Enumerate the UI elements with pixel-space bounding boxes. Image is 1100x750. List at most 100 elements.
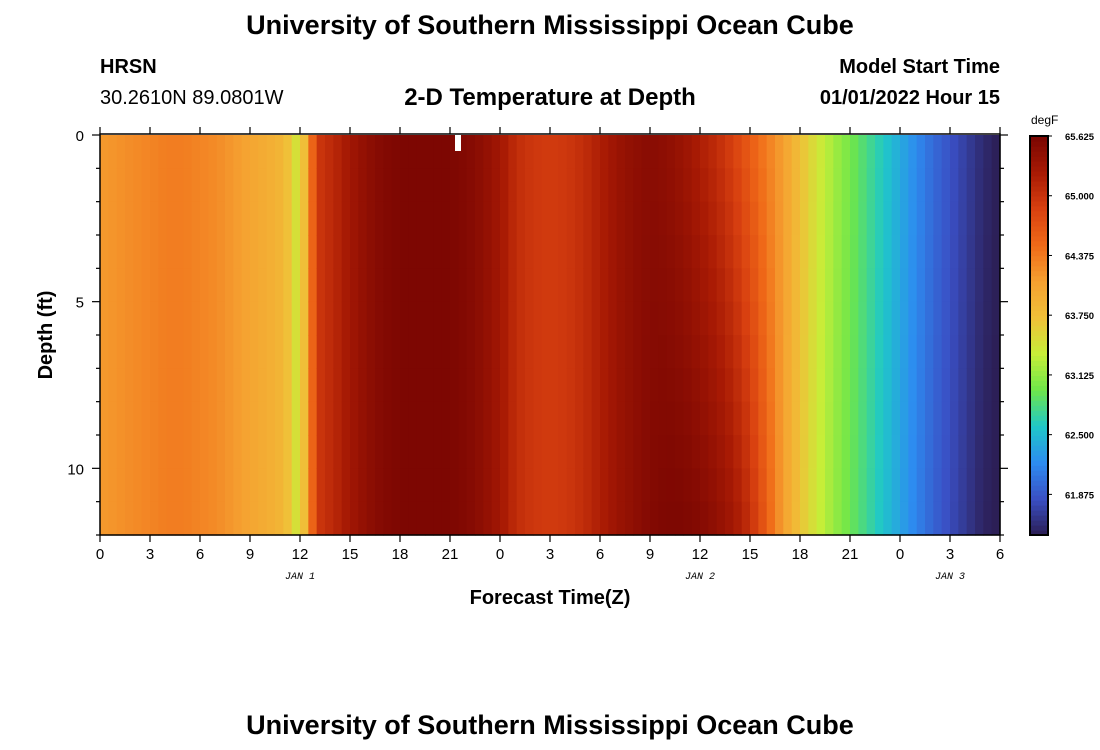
heatmap-cell	[741, 435, 751, 469]
heatmap-cell	[141, 335, 151, 369]
heatmap-cell	[525, 401, 534, 436]
heatmap-cell	[641, 201, 651, 236]
heatmap-cell	[566, 435, 576, 469]
heatmap-cell	[700, 268, 709, 303]
x-tick-label: 6	[196, 546, 204, 563]
heatmap-cell	[200, 301, 209, 336]
heatmap-cell	[883, 201, 893, 236]
heatmap-cell	[725, 135, 734, 169]
heatmap-cell	[775, 135, 784, 169]
heatmap-cell	[766, 468, 776, 503]
heatmap-cell	[400, 335, 409, 369]
heatmap-cell	[900, 435, 909, 469]
heatmap-cell	[491, 168, 501, 203]
heatmap-cell	[250, 301, 259, 336]
heatmap-cell	[541, 268, 551, 303]
heatmap-cell	[908, 368, 918, 403]
heatmap-cell	[108, 401, 118, 436]
heatmap-cell	[725, 368, 734, 403]
heatmap-cell	[883, 368, 893, 403]
heatmap-cell	[541, 468, 551, 503]
heatmap-cell	[541, 201, 551, 236]
heatmap-cell	[866, 435, 876, 469]
heatmap-cell	[341, 435, 351, 469]
heatmap-cell	[416, 368, 426, 403]
heatmap-cell	[183, 268, 193, 303]
heatmap-cell	[850, 468, 859, 503]
heatmap-cell	[425, 268, 434, 303]
heatmap-cell	[208, 268, 218, 303]
heatmap-cell	[633, 435, 643, 469]
heatmap-cell	[908, 401, 918, 436]
heatmap-cell	[125, 335, 134, 369]
heatmap-cell	[350, 201, 359, 236]
heatmap-cell	[733, 301, 743, 336]
heatmap-cell	[575, 335, 584, 369]
heatmap-cell	[116, 168, 126, 203]
heatmap-cell	[183, 401, 193, 436]
heatmap-cell	[641, 135, 651, 169]
heatmap-cell	[250, 135, 259, 169]
heatmap-cell	[825, 201, 834, 236]
heatmap-cell	[333, 501, 343, 536]
station-coordinates: 30.2610N 89.0801W	[100, 87, 284, 109]
heatmap-cell	[616, 201, 626, 236]
heatmap-cell	[600, 168, 609, 203]
heatmap-cell	[216, 301, 226, 336]
heatmap-cell	[266, 468, 276, 503]
heatmap-cell	[808, 401, 818, 436]
heatmap-cell	[275, 501, 284, 536]
heatmap-cell	[350, 401, 359, 436]
heatmap-cell	[808, 168, 818, 203]
heatmap-cell	[916, 468, 926, 503]
heatmap-cell	[458, 435, 468, 469]
heatmap-cell	[258, 368, 268, 403]
colorbar-segment	[1030, 265, 1048, 272]
heatmap-cell	[933, 201, 943, 236]
colorbar-segment	[1030, 280, 1048, 287]
heatmap-cell	[641, 468, 651, 503]
heatmap-cell	[433, 268, 443, 303]
heatmap-cell	[925, 301, 934, 336]
heatmap-cell	[633, 335, 643, 369]
model-start-label: Model Start Time	[839, 56, 1000, 78]
heatmap-cell	[283, 168, 293, 203]
heatmap-cell	[541, 168, 551, 203]
heatmap-cell	[725, 335, 734, 369]
heatmap-cell	[100, 335, 109, 369]
heatmap-cell	[916, 235, 926, 269]
heatmap-cell	[583, 135, 593, 169]
heatmap-cell	[291, 368, 301, 403]
heatmap-cell	[366, 501, 376, 536]
heatmap-cell	[308, 468, 318, 503]
heatmap-cell	[500, 135, 509, 169]
heatmap-cell	[283, 368, 293, 403]
heatmap-cell	[391, 435, 401, 469]
heatmap-cell	[416, 301, 426, 336]
heatmap-cell	[133, 268, 143, 303]
heatmap-cell	[408, 335, 418, 369]
heatmap-cell	[550, 201, 559, 236]
heatmap-cell	[766, 335, 776, 369]
heatmap-cell	[241, 201, 251, 236]
x-tick-label: 3	[946, 546, 954, 563]
heatmap-cell	[291, 268, 301, 303]
heatmap-cell	[383, 268, 393, 303]
heatmap-cell	[375, 201, 384, 236]
heatmap-cell	[425, 168, 434, 203]
heatmap-cell	[658, 401, 668, 436]
heatmap-cell	[366, 168, 376, 203]
heatmap-cell	[950, 201, 959, 236]
heatmap-cell	[200, 135, 209, 169]
heatmap-cell	[250, 235, 259, 269]
heatmap-cell	[933, 468, 943, 503]
date-label: JAN 2	[685, 572, 715, 583]
heatmap-cell	[341, 301, 351, 336]
heatmap-cell	[258, 435, 268, 469]
heatmap-cell	[566, 501, 576, 536]
colorbar-segment	[1030, 365, 1048, 372]
heatmap-cell	[516, 135, 526, 169]
heatmap-cell	[658, 168, 668, 203]
heatmap-cell	[191, 501, 201, 536]
heatmap-cell	[600, 135, 609, 169]
